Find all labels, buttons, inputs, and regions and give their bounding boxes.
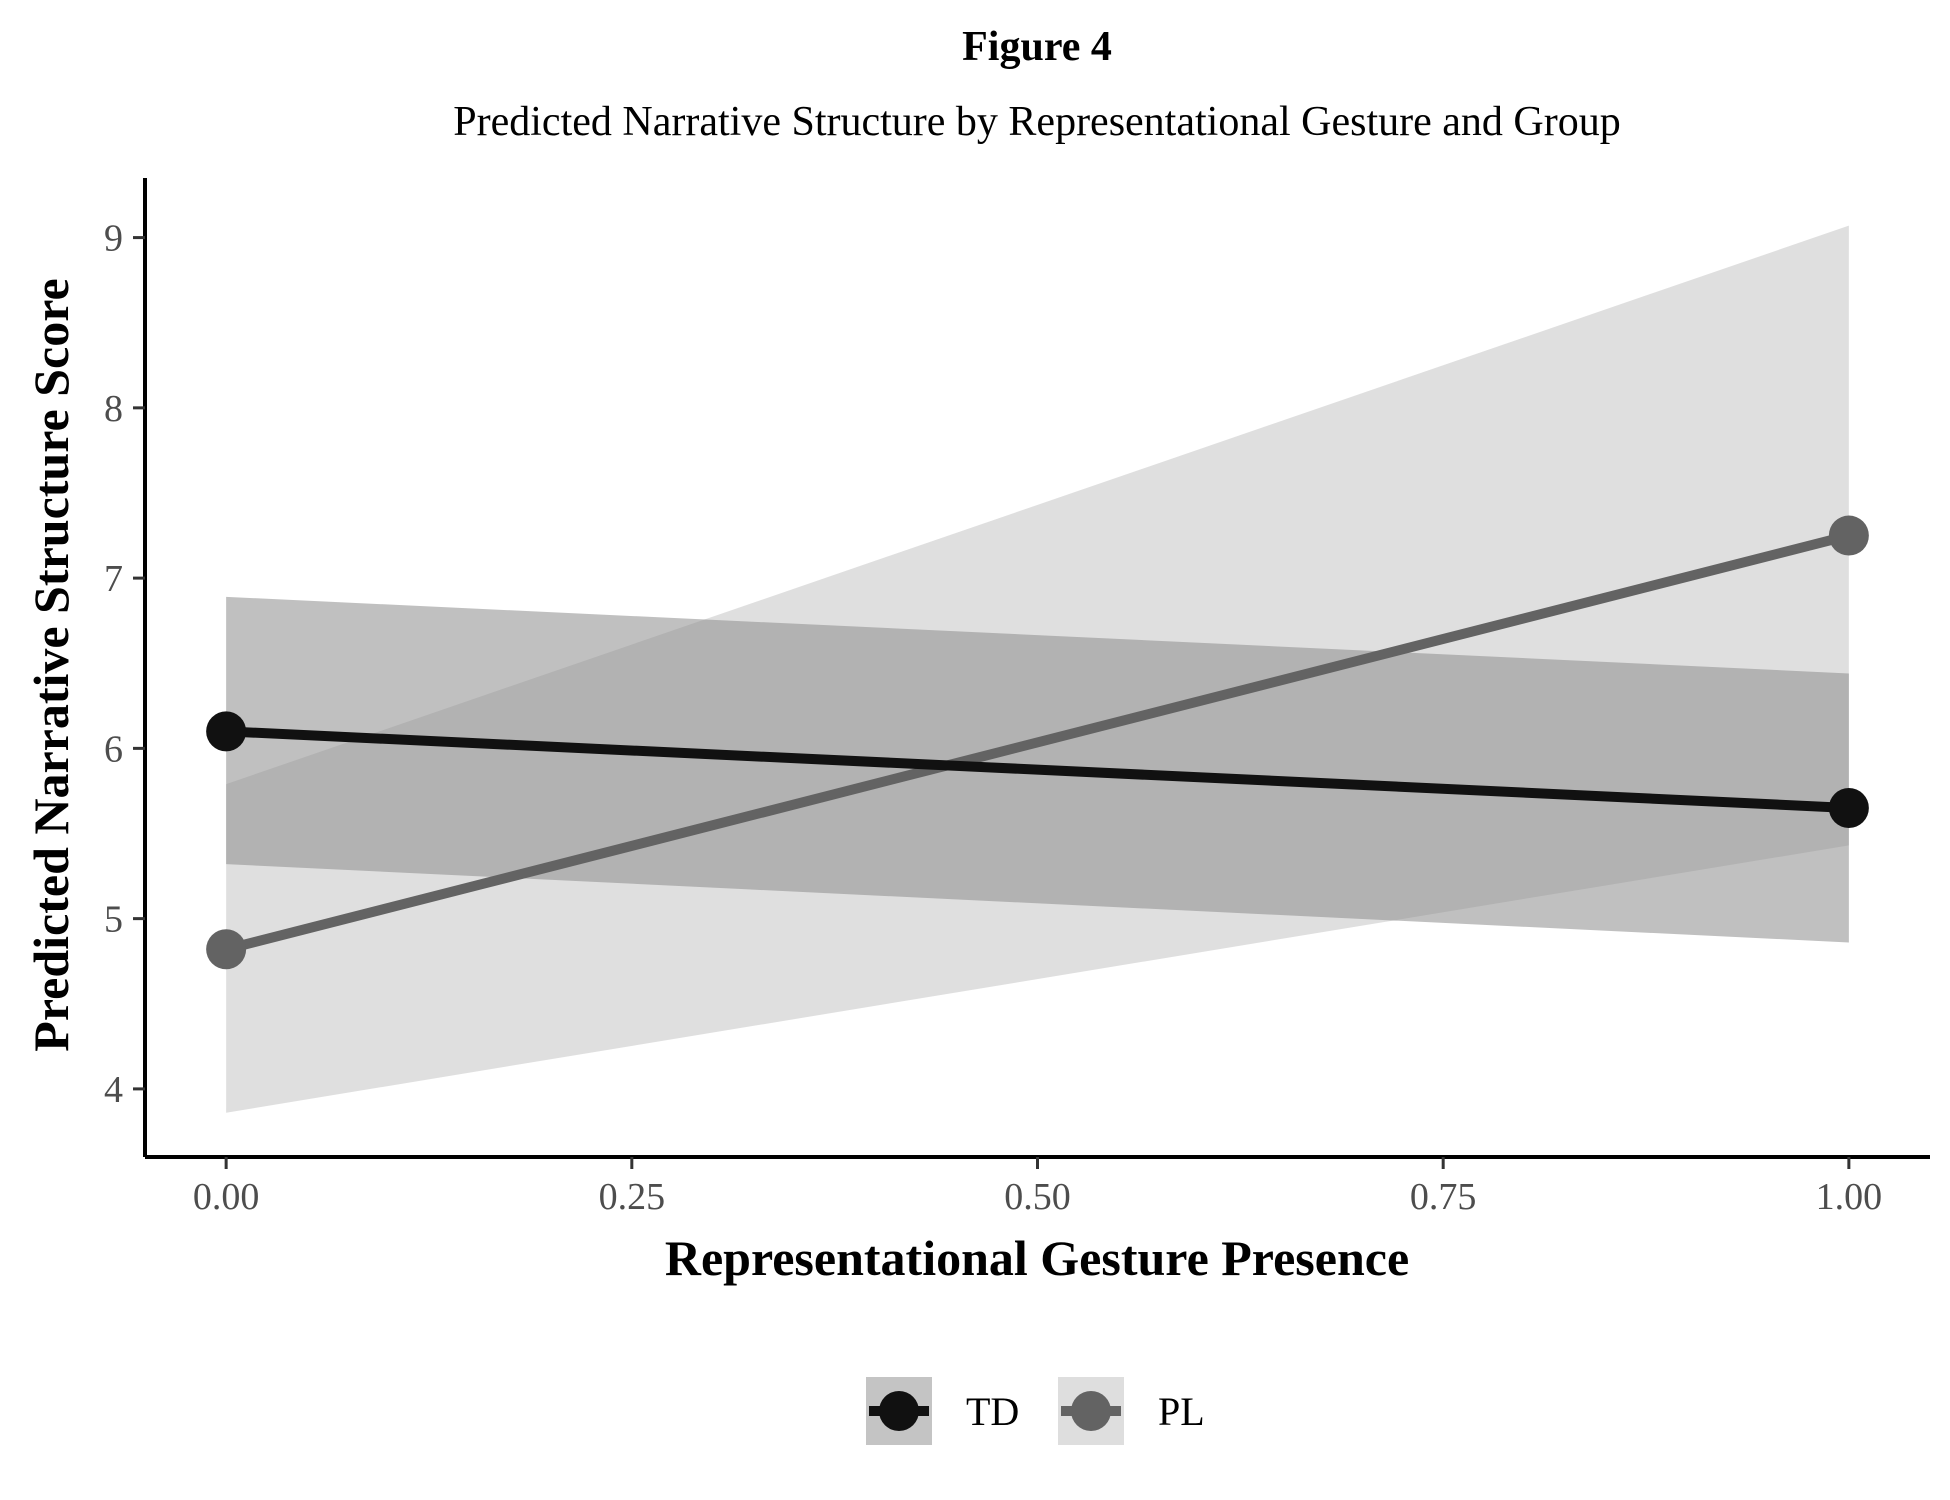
- legend: TD PL: [866, 1377, 1205, 1445]
- legend-label-pl: PL: [1158, 1389, 1205, 1434]
- y-tick-label: 8: [104, 388, 123, 430]
- x-axis-label: Representational Gesture Presence: [665, 1230, 1409, 1286]
- y-tick-label: 6: [104, 728, 123, 770]
- x-tick-label: 0.75: [1410, 1176, 1477, 1218]
- data-point-pl-1: [1828, 515, 1869, 556]
- series-line-td: [225, 726, 1850, 813]
- y-tick-label: 9: [104, 218, 123, 260]
- x-tick-label: 1.00: [1816, 1176, 1883, 1218]
- y-tick-label: 4: [104, 1069, 123, 1111]
- y-axis-label: Predicted Narrative Structure Score: [23, 278, 79, 1051]
- legend-label-td: TD: [966, 1389, 1019, 1434]
- y-tick-label: 7: [104, 558, 123, 600]
- x-tick-label: 0.00: [193, 1176, 260, 1218]
- legend-key-point-td: [879, 1391, 919, 1431]
- x-tick-label: 0.50: [1004, 1176, 1071, 1218]
- figure-label: Figure 4: [962, 24, 1112, 70]
- x-tick-label: 0.25: [599, 1176, 666, 1218]
- plot-area: 0.00 0.25 0.50 0.75 1.00 4 5 6 7 8 9: [104, 178, 1930, 1218]
- data-point-td-1: [1828, 787, 1869, 828]
- y-tick-label: 5: [104, 899, 123, 941]
- data-point-pl-0: [206, 929, 247, 970]
- figure-title: Predicted Narrative Structure by Represe…: [453, 99, 1620, 145]
- legend-key-point-pl: [1071, 1391, 1111, 1431]
- data-point-td-0: [206, 711, 247, 752]
- series-line-pl: [224, 530, 1851, 955]
